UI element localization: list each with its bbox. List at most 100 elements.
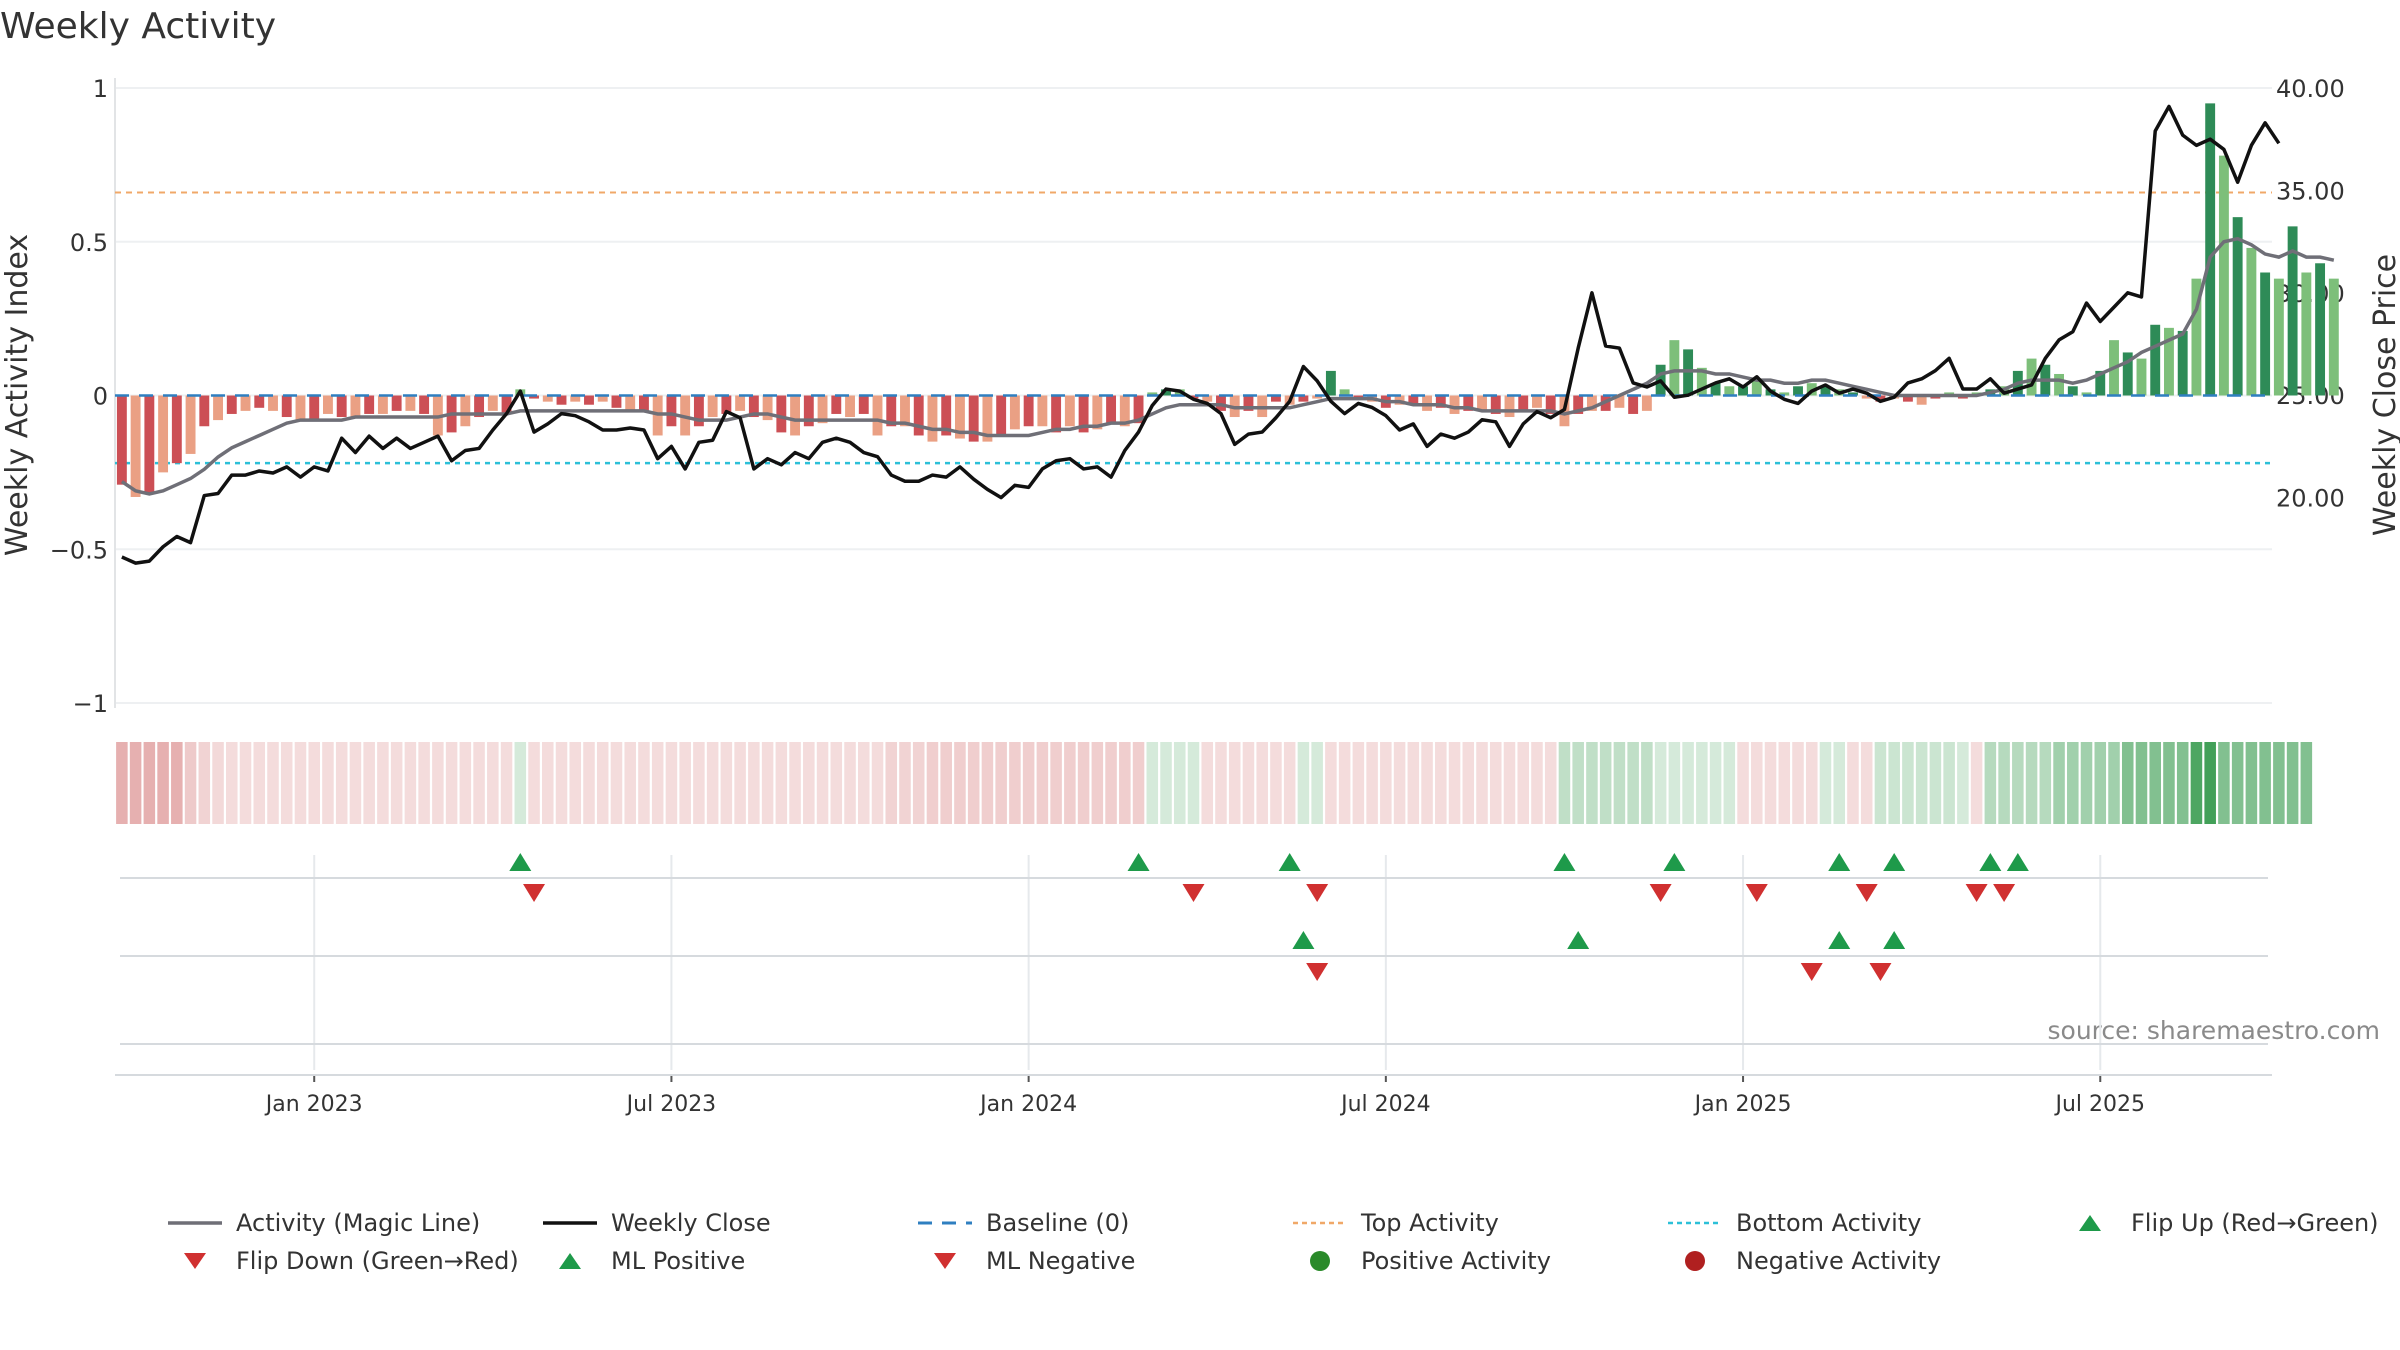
- activity-bar: [144, 395, 155, 494]
- activity-strip-cell: [638, 742, 650, 824]
- source-note: source: sharemaestro.com: [2048, 1016, 2381, 1045]
- activity-strip-cell: [871, 742, 884, 824]
- activity-strip-cell: [390, 742, 403, 824]
- chart-title: Weekly Activity: [0, 6, 276, 47]
- activity-strip-cell: [2286, 742, 2299, 824]
- activity-bar: [1779, 392, 1790, 396]
- activity-strip-cell: [1380, 742, 1392, 824]
- activity-strip-cell: [2039, 742, 2052, 824]
- activity-bar: [1710, 383, 1721, 396]
- ml-negative-marker: [1869, 963, 1892, 981]
- activity-bar: [2260, 272, 2271, 396]
- activity-strip-cell: [404, 742, 417, 824]
- activity-strip-cell: [583, 742, 595, 824]
- activity-bar: [913, 395, 924, 436]
- activity-strip-cell: [2053, 742, 2065, 824]
- flip-up-marker: [1278, 853, 1301, 871]
- ml-positive-marker: [1292, 931, 1315, 949]
- activity-strip-cell: [1435, 742, 1447, 824]
- activity-strip-cell: [1297, 742, 1310, 824]
- activity-strip-cell: [542, 742, 554, 824]
- activity-strip-cell: [1682, 742, 1694, 824]
- activity-bar: [845, 395, 855, 418]
- activity-bar: [309, 395, 320, 421]
- ml-negative-marker: [1800, 963, 1823, 981]
- activity-strip-cell: [1077, 742, 1090, 824]
- activity-strip-cell: [1393, 742, 1406, 824]
- activity-strip-cell: [1805, 742, 1818, 824]
- activity-bar: [886, 395, 897, 427]
- activity-strip-cell: [377, 742, 389, 824]
- activity-strip-cell: [2094, 742, 2107, 824]
- activity-bar: [1916, 395, 1927, 405]
- activity-bar: [2081, 392, 2092, 396]
- activity-strip-cell: [157, 742, 169, 824]
- activity-strip-cell: [940, 742, 952, 824]
- legend: Activity (Magic Line) Weekly Close Baselin…: [160, 1205, 2400, 1285]
- activity-bar: [1490, 395, 1501, 414]
- activity-strip-cell: [1283, 742, 1296, 824]
- activity-bar: [130, 395, 141, 497]
- legend-item: Baseline (0): [916, 1205, 1129, 1241]
- activity-strip-cell: [445, 742, 458, 824]
- activity-strip-cell: [1215, 742, 1227, 824]
- activity-strip-cell: [1613, 742, 1626, 824]
- activity-bar: [872, 395, 883, 436]
- activity-strip-cell: [803, 742, 815, 824]
- ml-positive-marker: [1883, 931, 1906, 949]
- activity-bar: [1848, 392, 1858, 396]
- activity-strip-cell: [1847, 742, 1859, 824]
- left-tick-label: 0: [93, 383, 108, 411]
- activity-bar: [1902, 395, 1913, 402]
- activity-bar: [2191, 278, 2202, 396]
- activity-strip-cell: [651, 742, 664, 824]
- activity-strip-cell: [734, 742, 746, 824]
- activity-bar: [1586, 395, 1597, 411]
- activity-strip-cell: [1105, 742, 1117, 824]
- activity-strip-cell: [1146, 742, 1159, 824]
- activity-strip-cell: [1874, 742, 1887, 824]
- activity-strip-cell: [1544, 742, 1557, 824]
- activity-strip-cell: [1888, 742, 1900, 824]
- activity-bar: [954, 395, 965, 439]
- activity-strip-cell: [1201, 742, 1214, 824]
- activity-bar: [1064, 395, 1075, 427]
- legend-item: Positive Activity: [1291, 1243, 1551, 1279]
- activity-strip-cell: [473, 742, 485, 824]
- activity-bar: [2122, 352, 2133, 396]
- activity-strip-cell: [857, 742, 870, 824]
- activity-strip-cell: [459, 742, 472, 824]
- activity-strip-cell: [322, 742, 334, 824]
- flip-up-marker: [1127, 853, 1150, 871]
- activity-bar: [295, 395, 306, 421]
- activity-strip-cell: [1311, 742, 1323, 824]
- weekly-close-line: [121, 104, 2281, 565]
- activity-bar: [1545, 395, 1556, 414]
- activity-strip-cell: [1764, 742, 1777, 824]
- magic-line: [120, 236, 2335, 496]
- activity-strip-cell: [624, 742, 636, 824]
- activity-bar: [474, 395, 485, 418]
- activity-bar: [735, 395, 746, 411]
- activity-bar: [982, 395, 993, 442]
- activity-strip-cell: [693, 742, 705, 824]
- activity-bar: [2205, 103, 2216, 396]
- activity-bar: [1820, 386, 1831, 396]
- activity-strip-cell: [995, 742, 1007, 824]
- activity-bar: [1037, 395, 1048, 427]
- activity-strip-cell: [1187, 742, 1200, 824]
- activity-bar: [2054, 373, 2064, 396]
- activity-strip-cell: [967, 742, 980, 824]
- x-tick-label: Jul 2024: [1339, 1092, 1431, 1117]
- activity-strip-cell: [2067, 742, 2079, 824]
- activity-strip-cell: [569, 742, 582, 824]
- activity-strip-cell: [1352, 742, 1365, 824]
- activity-strip-cell: [954, 742, 966, 824]
- activity-bar: [1628, 395, 1639, 414]
- activity-strip-cell: [610, 742, 623, 824]
- activity-strip-cell: [926, 742, 939, 824]
- activity-strip-cell: [294, 742, 307, 824]
- activity-strip-cell: [2259, 742, 2271, 824]
- activity-strip-cell: [720, 742, 733, 824]
- legend-item: Top Activity: [1291, 1205, 1499, 1241]
